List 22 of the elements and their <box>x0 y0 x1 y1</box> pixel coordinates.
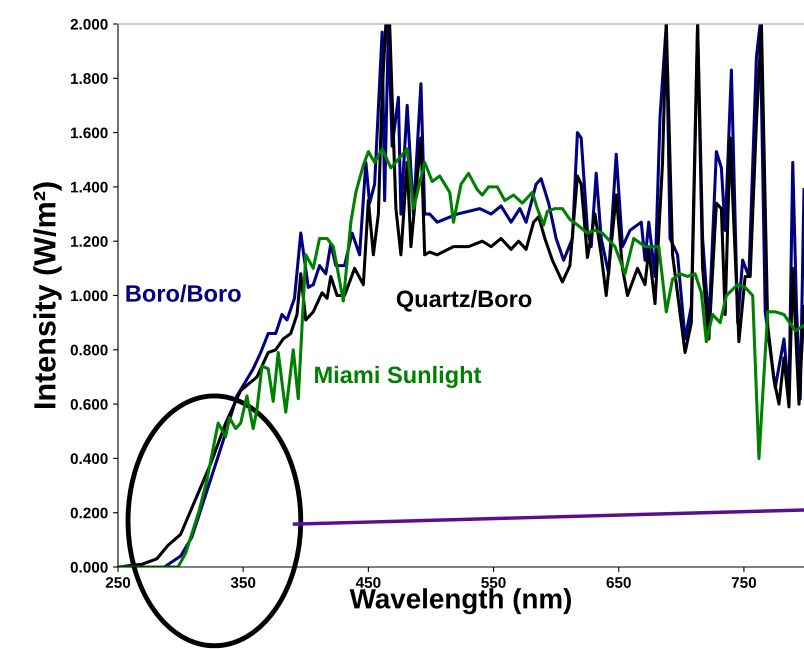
x-tick-label: 350 <box>230 577 256 588</box>
y-tick-label: 1.000 <box>71 290 108 302</box>
y-tick-label: 1.400 <box>71 182 108 193</box>
y-tick-label: 1.800 <box>71 73 108 84</box>
x-tick-label: 750 <box>732 577 756 588</box>
y-axis-title: Intensity (W/m²) <box>33 182 62 408</box>
series-label: Miami Sunlight <box>315 366 482 388</box>
y-tick-label: 0.600 <box>70 398 108 410</box>
series-label: Quartz/Boro <box>396 290 532 312</box>
x-tick-label: 650 <box>606 577 631 588</box>
y-tick-label: 0.800 <box>70 344 108 356</box>
y-tick-label: 2.000 <box>70 18 108 30</box>
x-axis-title: Wavelength (nm) <box>350 588 571 614</box>
y-tick-label: 1.600 <box>71 127 108 138</box>
x-tick-label: 450 <box>356 577 380 588</box>
x-tick-label: 550 <box>481 577 506 588</box>
y-tick-label: 0.400 <box>70 453 108 464</box>
y-tick-label: 1.200 <box>71 236 108 247</box>
series-label: Boro/Boro <box>126 284 241 302</box>
x-tick-label: 250 <box>106 577 130 588</box>
y-tick-label: 0.200 <box>70 508 108 518</box>
y-tick-label: 0.000 <box>70 562 108 573</box>
